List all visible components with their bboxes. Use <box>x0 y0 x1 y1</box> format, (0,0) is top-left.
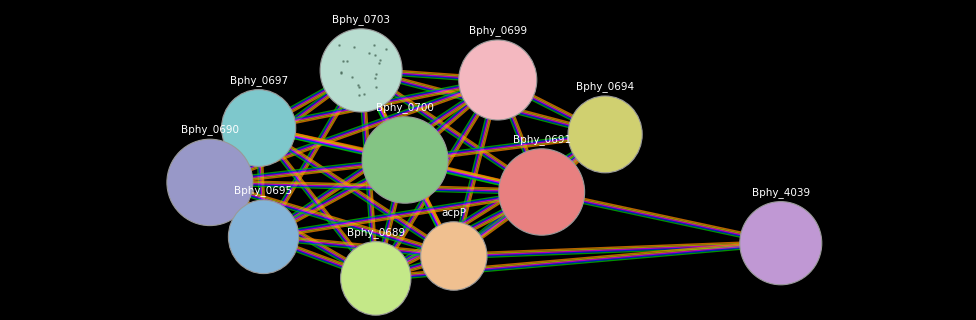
Ellipse shape <box>568 96 642 173</box>
Ellipse shape <box>222 90 296 166</box>
Text: Bphy_0689: Bphy_0689 <box>346 227 405 238</box>
Ellipse shape <box>740 202 822 285</box>
Text: Bphy_4039: Bphy_4039 <box>752 187 810 198</box>
Text: Bphy_0699: Bphy_0699 <box>468 25 527 36</box>
Text: Bphy_0700: Bphy_0700 <box>376 102 434 113</box>
Text: Bphy_0697: Bphy_0697 <box>229 75 288 86</box>
Ellipse shape <box>421 222 487 290</box>
Ellipse shape <box>459 40 537 120</box>
Text: Bphy_0703: Bphy_0703 <box>332 14 390 25</box>
Ellipse shape <box>320 29 402 112</box>
Text: Bphy_0695: Bphy_0695 <box>234 185 293 196</box>
Text: acpP: acpP <box>441 208 467 218</box>
Text: Bphy_0691: Bphy_0691 <box>512 134 571 145</box>
Ellipse shape <box>228 200 299 274</box>
Text: Bphy_0694: Bphy_0694 <box>576 81 634 92</box>
Text: Bphy_0690: Bphy_0690 <box>181 124 239 135</box>
Ellipse shape <box>362 117 448 203</box>
Ellipse shape <box>341 242 411 315</box>
Ellipse shape <box>499 149 585 235</box>
Ellipse shape <box>167 139 253 226</box>
